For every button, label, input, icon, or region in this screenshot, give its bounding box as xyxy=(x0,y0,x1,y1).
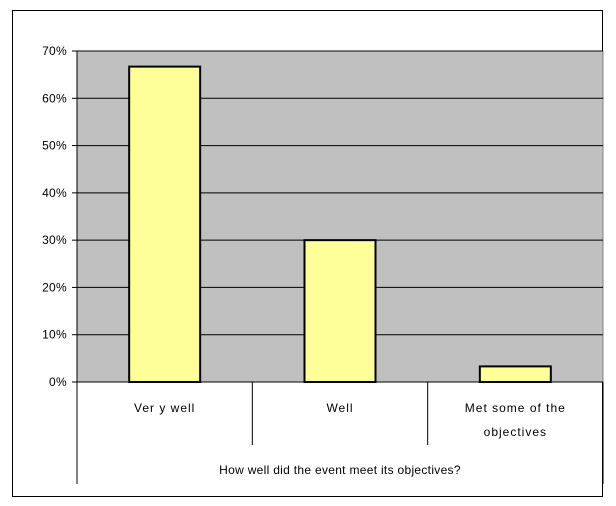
y-tick-label: 60% xyxy=(42,91,67,105)
x-category-label: objectives xyxy=(484,425,547,439)
x-category-label: Well xyxy=(326,401,353,415)
x-axis-title: How well did the event meet its objectiv… xyxy=(219,463,461,477)
y-tick-label: 10% xyxy=(42,328,67,342)
y-tick-label: 50% xyxy=(42,139,67,153)
y-tick-label: 30% xyxy=(42,233,67,247)
y-tick-label: 40% xyxy=(42,186,67,200)
bar xyxy=(303,239,377,383)
x-category-label: Met some of the xyxy=(465,401,566,415)
y-tick-label: 20% xyxy=(42,280,67,294)
bar xyxy=(128,65,202,384)
x-category-label: Ver y well xyxy=(134,401,195,415)
bar xyxy=(478,365,552,384)
y-tick-label: 0% xyxy=(49,375,67,389)
y-tick-label: 70% xyxy=(42,44,67,58)
